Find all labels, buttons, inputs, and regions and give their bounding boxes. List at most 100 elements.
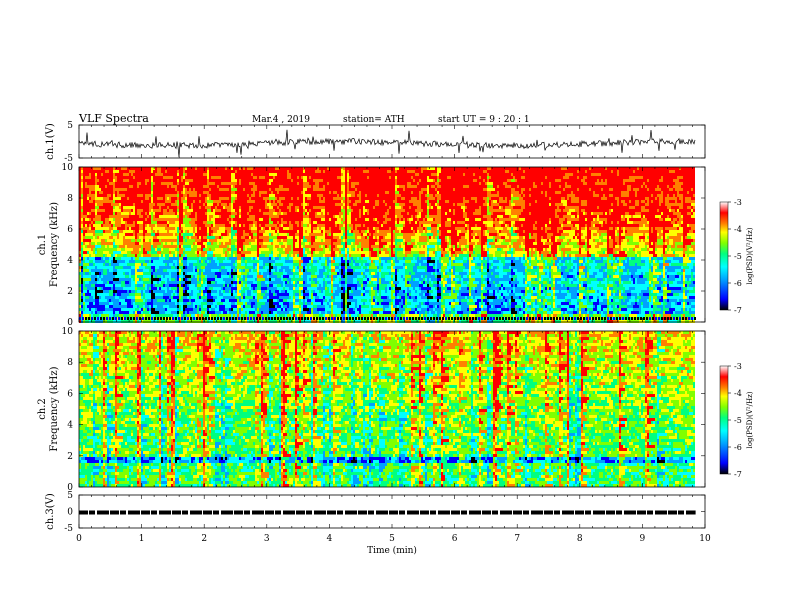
- spectrogram-cell: [429, 212, 437, 215]
- spectrogram-cell: [627, 167, 629, 170]
- spectrogram-cell: [351, 206, 359, 209]
- spectrogram-cell: [509, 215, 511, 218]
- spectrogram-cell: [411, 188, 413, 191]
- spectrogram-cell: [141, 233, 143, 236]
- spectrogram-cell: [303, 188, 307, 191]
- spectrogram-cell: [675, 200, 677, 203]
- spectrogram-cell: [559, 236, 565, 239]
- spectrogram-cell: [443, 203, 447, 206]
- spectrogram-cell: [391, 212, 395, 215]
- spectrogram-cell: [539, 215, 543, 218]
- spectrogram-cell: [463, 221, 465, 224]
- spectrogram-cell: [663, 221, 671, 224]
- spectrogram-cell: [271, 227, 275, 230]
- spectrogram-cell: [441, 188, 443, 191]
- spectrogram-cell: [391, 233, 393, 236]
- spectrogram-cell: [303, 218, 305, 221]
- spectrogram-cell: [627, 206, 629, 209]
- spectrogram-cell: [305, 191, 311, 194]
- spectrogram-cell: [449, 236, 451, 239]
- spectrogram-cell: [579, 206, 587, 209]
- spectrogram-cell: [313, 203, 315, 206]
- spectrogram-cell: [451, 179, 455, 182]
- spectrogram-cell: [427, 176, 429, 179]
- spectrogram-cell: [437, 224, 439, 227]
- spectrogram-cell: [587, 212, 591, 215]
- spectrogram-cell: [373, 218, 375, 221]
- spectrogram-cell: [555, 194, 561, 197]
- spectrogram-cell: [423, 236, 427, 239]
- spectrogram-cell: [215, 203, 217, 206]
- spectrogram-cell: [481, 176, 483, 179]
- spectrogram-cell: [249, 215, 255, 218]
- spectrogram-cell: [571, 236, 573, 239]
- spectrogram-cell: [559, 212, 567, 215]
- spectrogram-cell: [119, 203, 121, 206]
- spectrogram-cell: [607, 236, 609, 239]
- spectrogram-cell: [655, 215, 661, 218]
- spectrogram-cell: [643, 230, 649, 233]
- spectrogram-cell: [429, 197, 435, 200]
- spectrogram-cell: [207, 182, 215, 185]
- spectrogram-cell: [661, 224, 663, 227]
- spectrogram-cell: [663, 173, 671, 176]
- spectrogram-cell: [533, 170, 535, 173]
- spectrogram-cell: [553, 209, 555, 212]
- spectrogram-cell: [123, 170, 129, 173]
- spectrogram-cell: [257, 233, 263, 236]
- spectrogram-cell: [123, 218, 129, 221]
- spectrogram-cell: [375, 179, 377, 182]
- spectrogram-cell: [111, 203, 113, 206]
- spectrogram-cell: [131, 218, 133, 221]
- spectrogram-cell: [361, 230, 363, 233]
- spectrogram-cell: [245, 206, 249, 209]
- spectrogram-cell: [509, 224, 511, 227]
- spectrogram-cell: [443, 200, 445, 203]
- spectrogram-cell: [563, 224, 565, 227]
- spectrogram-cell: [649, 218, 653, 221]
- spectrogram-cell: [443, 221, 445, 224]
- spectrogram-cell: [195, 191, 197, 194]
- spectrogram-cell: [423, 209, 427, 212]
- spectrogram-cell: [197, 221, 199, 224]
- spectrogram-cell: [237, 179, 239, 182]
- spectrogram-cell: [167, 203, 171, 206]
- spectrogram-cell: [195, 197, 197, 200]
- spectrogram-cell: [183, 200, 185, 203]
- spectrogram-cell: [93, 179, 95, 182]
- spectrogram-cell: [437, 188, 441, 191]
- spectrogram-cell: [197, 206, 199, 209]
- spectrogram-cell: [293, 188, 295, 191]
- spectrogram-cell: [119, 185, 121, 188]
- spectrogram-cell: [321, 212, 323, 215]
- spectrogram-cell: [199, 176, 201, 179]
- spectrogram-cell: [561, 170, 565, 173]
- spectrogram-cell: [577, 176, 579, 179]
- spectrogram-cell: [427, 236, 429, 239]
- spectrogram-cell: [511, 227, 513, 230]
- spectrogram-cell: [641, 209, 645, 212]
- spectrogram-cell: [347, 167, 353, 170]
- spectrogram-cell: [501, 179, 505, 182]
- spectrogram-cell: [283, 215, 287, 218]
- spectrogram-cell: [579, 209, 581, 212]
- spectrogram-cell: [201, 224, 203, 227]
- spectrogram-cell: [437, 230, 439, 233]
- spectrogram-cell: [483, 200, 485, 203]
- spectrogram-cell: [347, 194, 351, 197]
- spectrogram-cell: [195, 221, 197, 224]
- spectrogram-cell: [471, 206, 479, 209]
- spectrogram-cell: [113, 200, 115, 203]
- spectrogram-cell: [265, 224, 267, 227]
- spectrogram-cell: [159, 239, 161, 242]
- spectrogram-cell: [493, 239, 495, 242]
- spectrogram-cell: [343, 230, 345, 233]
- spectrogram-cell: [119, 230, 123, 233]
- spectrogram-cell: [339, 224, 341, 227]
- spectrogram-cell: [257, 173, 265, 176]
- spectrogram-cell: [199, 170, 201, 173]
- spectrogram-cell: [299, 200, 301, 203]
- spectrogram-cell: [185, 197, 187, 200]
- spectrogram-cell: [365, 188, 369, 191]
- spectrogram-cell: [251, 170, 257, 173]
